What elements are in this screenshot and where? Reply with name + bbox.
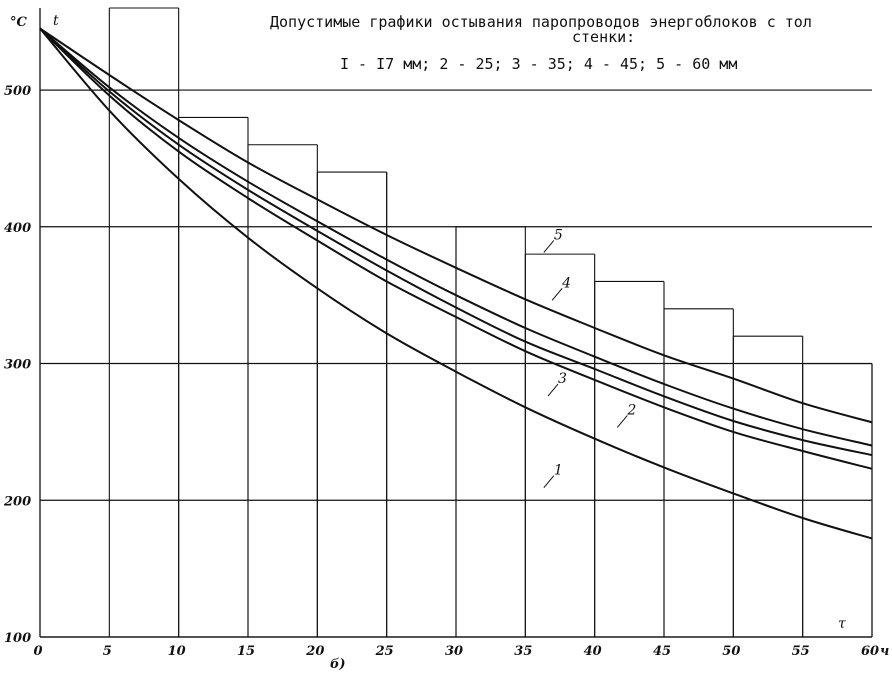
x-tick-label-20: 20	[305, 644, 324, 659]
x-tick-label-0: 0	[33, 644, 42, 659]
x-unit-label: ч	[880, 644, 889, 659]
y-symbol-label: t	[53, 13, 59, 29]
series-label-leader-5	[543, 240, 555, 253]
y-unit-label: °С	[10, 15, 28, 30]
y-tick-label-100: 100	[4, 631, 31, 646]
x-tick-label-15: 15	[237, 644, 255, 659]
x-tick-label-30: 30	[445, 644, 463, 659]
step-limit-lines	[40, 7, 873, 637]
x-tick-label-45: 45	[653, 644, 671, 659]
series-label-leader-3	[547, 383, 559, 397]
series-line-4	[39, 27, 873, 447]
y-tick-label-300: 300	[4, 358, 31, 373]
x-symbol-label: τ	[838, 616, 846, 632]
x-tick-label-35: 35	[514, 644, 532, 659]
x-tick-label-60: 60	[861, 644, 879, 659]
chart-title-line1: Допустимые графики остывания паропроводо…	[270, 13, 812, 31]
series-label-3: 3	[558, 371, 567, 387]
chart-title-line2: стенки:	[572, 28, 635, 46]
series-label-leader-1	[543, 475, 555, 488]
series-label-2: 2	[626, 402, 636, 418]
x-tick-label-5: 5	[103, 644, 112, 659]
series-labels: 5 4 3 2 1	[543, 227, 636, 488]
series-line-2	[39, 27, 873, 470]
x-tick-label-55: 55	[792, 644, 810, 659]
x-tick-label-25: 25	[375, 644, 394, 659]
series-line-1	[39, 27, 873, 540]
series-line-5	[39, 27, 873, 424]
series-label-leader-4	[551, 287, 563, 301]
series-label-leader-2	[616, 415, 628, 428]
series-label-4: 4	[561, 275, 571, 291]
figure-caption: б)	[330, 657, 346, 672]
series-label-5: 5	[554, 227, 563, 243]
y-tick-label-400: 400	[4, 221, 31, 236]
chart-subtitle: I - I7 мм; 2 - 25; 3 - 35; 4 - 45; 5 - 6…	[340, 55, 737, 73]
x-tick-label-50: 50	[722, 644, 740, 659]
series-label-1: 1	[554, 463, 563, 479]
x-tick-label-10: 10	[168, 644, 186, 659]
series-lines	[39, 27, 873, 540]
y-tick-label-500: 500	[4, 84, 31, 99]
x-tick-label-40: 40	[584, 644, 602, 659]
series-line-3	[39, 27, 873, 457]
y-tick-label-200: 200	[3, 494, 31, 509]
